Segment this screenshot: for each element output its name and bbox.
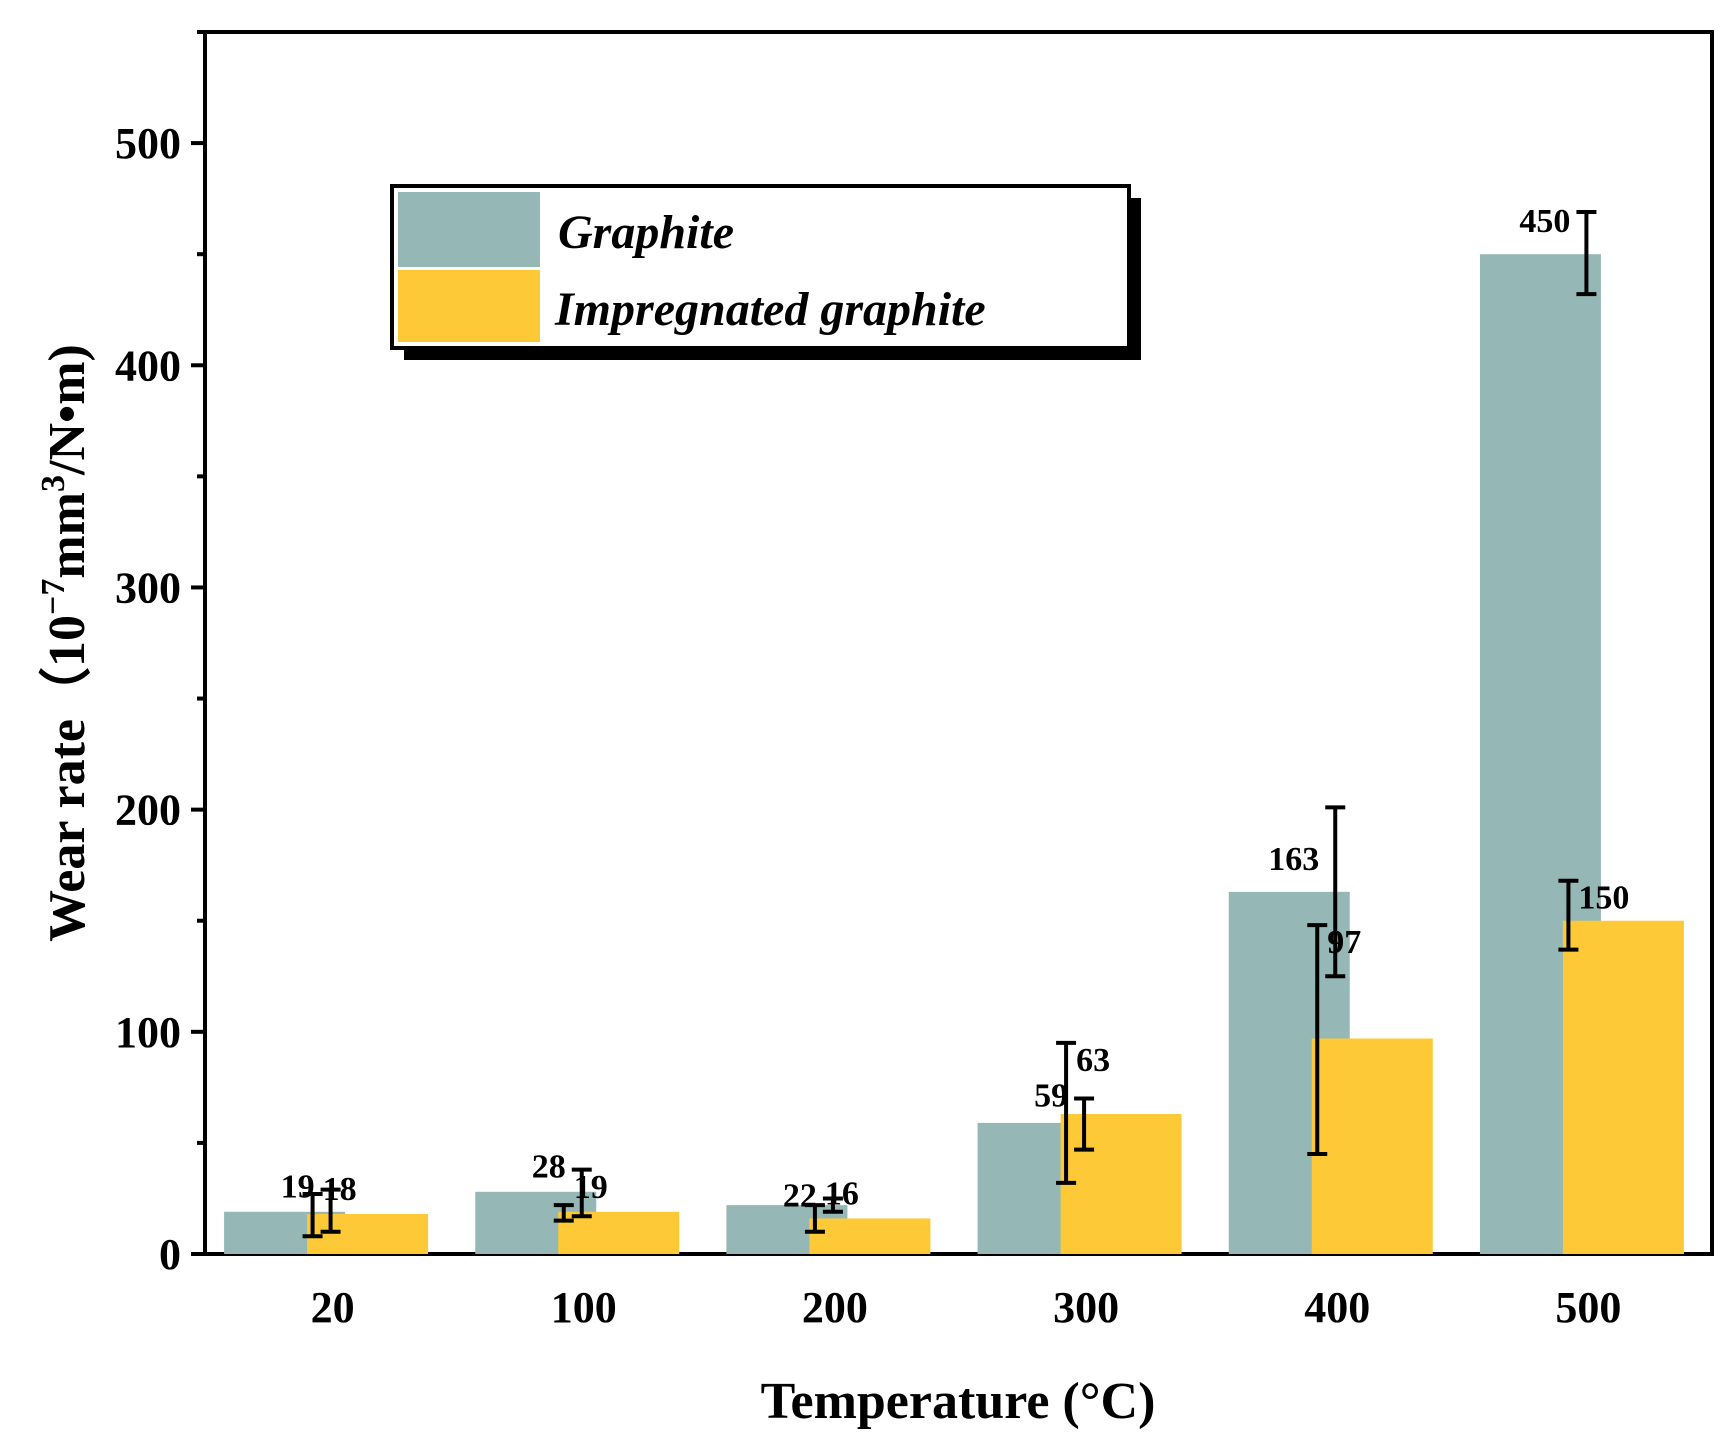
bar-impregnated-graphite-20 xyxy=(307,1214,429,1254)
y-axis-title-end: /N•m) xyxy=(39,344,96,476)
x-tick-label: 400 xyxy=(1304,1283,1370,1332)
data-label-graphite-200: 22 xyxy=(783,1177,817,1214)
y-axis-ticks: 0 100 200 300 400 500 xyxy=(115,30,205,1279)
bar-impregnated-graphite-200 xyxy=(809,1218,931,1254)
data-label-graphite-300: 59 xyxy=(1034,1077,1068,1114)
y-axis-title-main: Wear rate（10 xyxy=(38,615,96,942)
data-label-impregnated-graphite-20: 18 xyxy=(323,1171,357,1208)
x-tick-label: 20 xyxy=(311,1283,355,1332)
data-label-graphite-500: 450 xyxy=(1519,203,1570,240)
data-label-graphite-20: 19 xyxy=(281,1169,315,1206)
x-tick-labels: 20 100 200 300 400 500 xyxy=(311,1283,1622,1332)
data-label-impregnated-graphite-300: 63 xyxy=(1076,1042,1110,1079)
error-bars-layer xyxy=(302,209,1597,1239)
data-label-impregnated-graphite-500: 150 xyxy=(1578,880,1629,917)
y-tick-label: 400 xyxy=(115,341,181,390)
y-tick-label: 300 xyxy=(115,563,181,612)
y-axis-title: Wear rate（10−7mm3/N•m) xyxy=(35,344,96,942)
bar-impregnated-graphite-100 xyxy=(558,1211,680,1254)
y-axis-title-sup1: −7 xyxy=(35,579,72,615)
x-tick-label: 200 xyxy=(802,1283,868,1332)
data-label-impregnated-graphite-100: 19 xyxy=(574,1169,608,1206)
data-label-graphite-400: 163 xyxy=(1268,841,1319,878)
bar-impregnated-graphite-400 xyxy=(1311,1038,1433,1254)
bar-impregnated-graphite-300 xyxy=(1060,1114,1182,1254)
data-label-impregnated-graphite-200: 16 xyxy=(825,1175,859,1212)
x-tick-label: 100 xyxy=(551,1283,617,1332)
y-tick-label: 500 xyxy=(115,119,181,168)
x-axis-title: Temperature (°C) xyxy=(761,1373,1156,1430)
legend-label-impregnated-graphite: Impregnated graphite xyxy=(554,283,986,336)
y-tick-label: 0 xyxy=(159,1230,181,1279)
data-label-impregnated-graphite-400: 97 xyxy=(1327,924,1361,961)
bars-layer xyxy=(224,254,1684,1254)
y-tick-label: 200 xyxy=(115,786,181,835)
data-label-graphite-100: 28 xyxy=(532,1149,566,1186)
x-tick-label: 500 xyxy=(1555,1283,1621,1332)
plot-frame xyxy=(203,30,1714,1256)
y-axis-title-mid: mm xyxy=(39,492,96,579)
x-tick-label: 300 xyxy=(1053,1283,1119,1332)
legend-swatch-graphite xyxy=(398,192,540,267)
legend-swatch-impregnated-graphite xyxy=(398,270,540,342)
y-tick-label: 100 xyxy=(115,1008,181,1057)
legend-label-graphite: Graphite xyxy=(558,206,734,259)
y-axis-title-sup2: 3 xyxy=(35,475,72,492)
bar-impregnated-graphite-500 xyxy=(1562,920,1684,1254)
legend: Graphite Impregnated graphite xyxy=(390,184,1141,360)
